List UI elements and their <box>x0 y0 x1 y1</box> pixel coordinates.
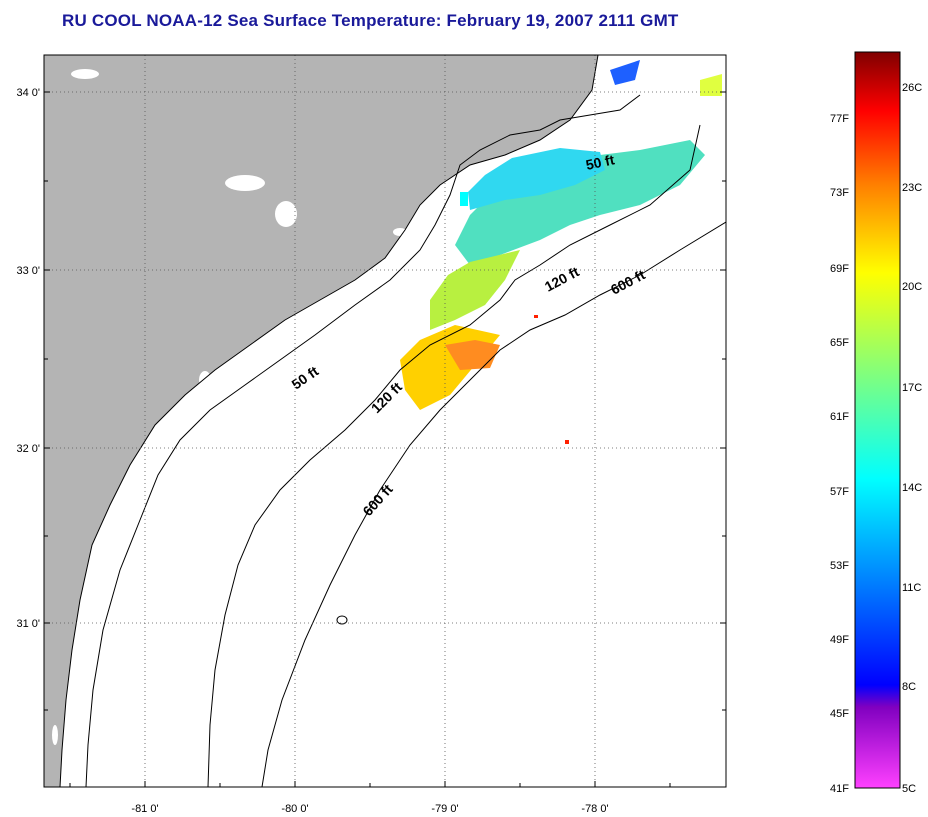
lon-tick-label: -80 0' <box>281 803 308 815</box>
contour-label-50ft-north: 50 ft <box>584 151 616 173</box>
colorbar-c-label: 5C <box>902 783 916 795</box>
isobath-contours <box>85 94 726 787</box>
colorbar-f-label: 73F <box>830 187 849 199</box>
isobath-600ft <box>261 221 726 787</box>
colorbar-c-label: 23C <box>902 182 922 194</box>
colorbar-f-label: 65F <box>830 337 849 349</box>
lon-tick-label: -78 0' <box>581 803 608 815</box>
colorbar-f-label: 69F <box>830 263 849 275</box>
sst-data-layer <box>400 60 722 444</box>
lat-tick-label: 34 0' <box>16 87 40 99</box>
colorbar: 77F 73F 69F 65F 61F 57F 53F 49F 45F 41F … <box>830 51 922 795</box>
colorbar-fahrenheit-labels: 77F 73F 69F 65F 61F 57F 53F 49F 45F 41F <box>830 113 849 795</box>
lon-tick-label: -81 0' <box>131 803 158 815</box>
colorbar-c-label: 11C <box>902 582 921 594</box>
colorbar-c-label: 17C <box>902 382 922 394</box>
lon-tick-label: -79 0' <box>431 803 458 815</box>
map-grid <box>44 55 726 787</box>
colorbar-f-label: 41F <box>830 783 849 795</box>
colorbar-c-label: 14C <box>902 482 922 494</box>
map-frame <box>43 54 727 788</box>
longitude-labels: -81 0' -80 0' -79 0' -78 0' <box>131 803 608 815</box>
colorbar-f-label: 61F <box>830 411 849 423</box>
map-title: RU COOL NOAA-12 Sea Surface Temperature:… <box>62 11 679 30</box>
land-area <box>44 55 598 787</box>
colorbar-f-label: 45F <box>830 708 849 720</box>
coastline <box>59 55 599 787</box>
colorbar-f-label: 57F <box>830 486 849 498</box>
colorbar-gradient <box>854 51 901 789</box>
map-tick-marks <box>44 91 726 787</box>
colorbar-f-label: 77F <box>830 113 849 125</box>
colorbar-c-label: 20C <box>902 281 922 293</box>
colorbar-c-label: 26C <box>902 82 922 94</box>
colorbar-f-label: 53F <box>830 560 849 572</box>
lat-tick-label: 33 0' <box>16 265 40 277</box>
colorbar-f-label: 49F <box>830 634 849 646</box>
isobath-120ft <box>207 124 701 787</box>
lat-tick-label: 31 0' <box>16 618 40 630</box>
land-water-bodies <box>52 69 407 745</box>
colorbar-celsius-labels: 26C 23C 20C 17C 14C 11C 8C 5C <box>902 82 922 795</box>
isobath-50ft <box>85 94 641 787</box>
colorbar-c-label: 8C <box>902 681 916 693</box>
lat-tick-label: 32 0' <box>16 443 40 455</box>
latitude-labels: 34 0' 33 0' 32 0' 31 0' <box>16 87 40 630</box>
